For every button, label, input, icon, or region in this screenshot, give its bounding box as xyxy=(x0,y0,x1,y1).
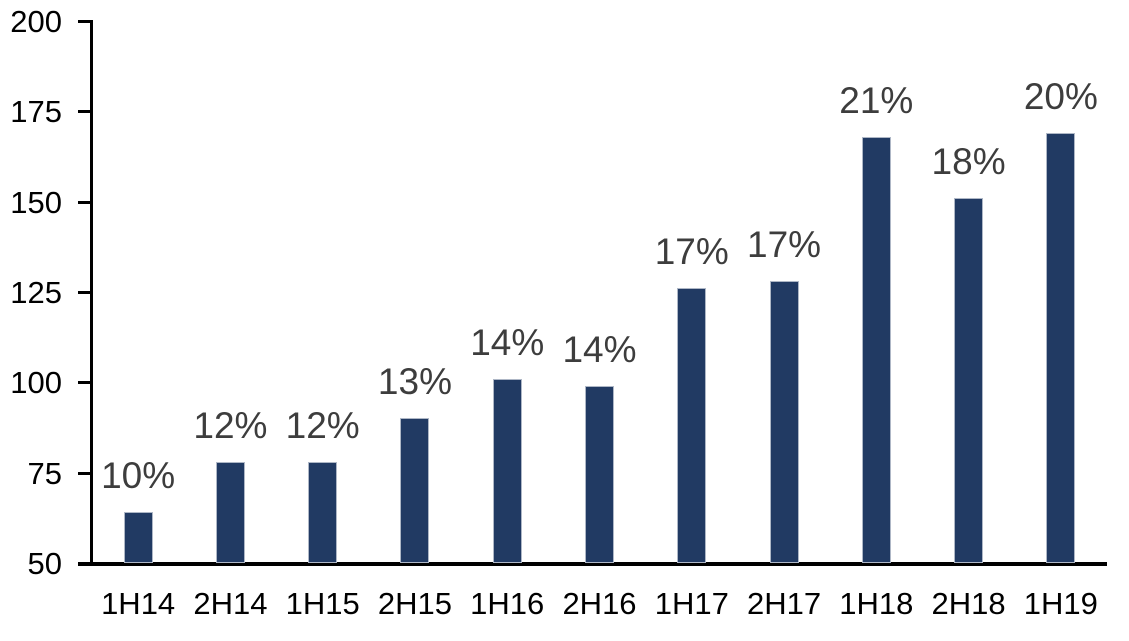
x-category-label: 2H15 xyxy=(377,586,452,621)
bar-value-label: 12% xyxy=(193,404,268,446)
y-tick-label: 50 xyxy=(27,546,62,581)
y-tick-label: 75 xyxy=(27,455,62,491)
bar-2H17 xyxy=(769,281,799,563)
bar-2H15 xyxy=(400,418,430,563)
bar-1H18 xyxy=(861,136,891,563)
x-axis-line xyxy=(78,562,1107,566)
y-tick-mark xyxy=(78,200,92,204)
y-tick-mark xyxy=(78,110,92,114)
bar-value-label: 21% xyxy=(839,79,914,121)
y-tick-mark xyxy=(78,20,92,24)
x-category-label: 1H19 xyxy=(1023,586,1098,621)
bar-2H18 xyxy=(954,198,984,563)
bar-value-label: 14% xyxy=(470,321,545,363)
y-tick-label: 125 xyxy=(10,275,62,311)
y-tick-mark xyxy=(78,562,92,565)
bar-value-label: 10% xyxy=(101,455,176,497)
bar-1H14 xyxy=(123,512,153,563)
bar-1H16 xyxy=(492,378,522,563)
y-tick-label: 175 xyxy=(10,94,62,130)
y-tick-mark xyxy=(78,381,92,385)
x-category-label: 2H14 xyxy=(193,586,268,621)
bar-1H19 xyxy=(1046,133,1076,563)
x-category-label: 1H16 xyxy=(470,586,545,621)
x-category-label: 2H16 xyxy=(562,586,637,621)
y-tick-mark xyxy=(78,291,92,295)
x-category-label: 2H17 xyxy=(746,586,822,621)
y-tick-label: 200 xyxy=(10,4,62,40)
bar-value-label: 17% xyxy=(654,231,729,273)
y-tick-label: 150 xyxy=(10,184,62,220)
bar-value-label: 17% xyxy=(747,224,822,266)
bar-1H17 xyxy=(677,288,707,563)
bar-value-label: 13% xyxy=(377,361,452,403)
x-category-label: 1H15 xyxy=(285,586,360,621)
bar-1H15 xyxy=(308,461,338,563)
y-tick-mark xyxy=(78,471,92,475)
bar-value-label: 20% xyxy=(1023,76,1098,118)
bar-value-label: 14% xyxy=(562,328,637,370)
bar-2H16 xyxy=(585,385,614,563)
bar-value-label: 12% xyxy=(285,404,360,446)
y-tick-label: 100 xyxy=(10,365,62,401)
x-category-label: 1H14 xyxy=(101,586,176,621)
x-category-label: 1H18 xyxy=(839,586,914,621)
bar-2H14 xyxy=(215,461,245,563)
x-category-label: 1H17 xyxy=(654,586,729,621)
bar-value-label: 18% xyxy=(931,141,1006,183)
x-category-label: 2H18 xyxy=(931,586,1006,621)
